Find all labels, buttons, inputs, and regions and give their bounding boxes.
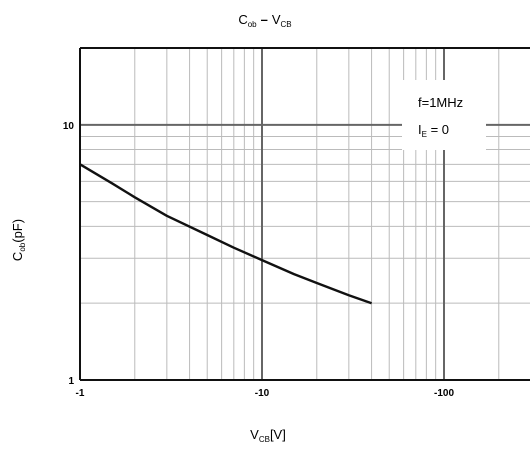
tick-labels: -1 -10 -100 1 10 [63,121,455,399]
x-tick-label: -1 [76,388,85,399]
x-axis-label: VCB[V] [250,427,286,444]
y-axis-label: Cob(pF) [10,219,27,261]
x-tick-label: -100 [434,388,454,399]
y-tick-label: 1 [68,376,74,387]
series-layer [79,163,372,305]
y-tick-label: 10 [63,121,75,132]
annotation-background [402,80,486,150]
annotation-ie: IE = 0 [418,122,449,139]
annotation-frequency: f=1MHz [418,95,463,110]
cob-curve [79,163,372,305]
x-tick-label: -10 [255,388,270,399]
minor-grid [80,47,530,380]
chart-title: Cob – VCB [238,12,291,29]
